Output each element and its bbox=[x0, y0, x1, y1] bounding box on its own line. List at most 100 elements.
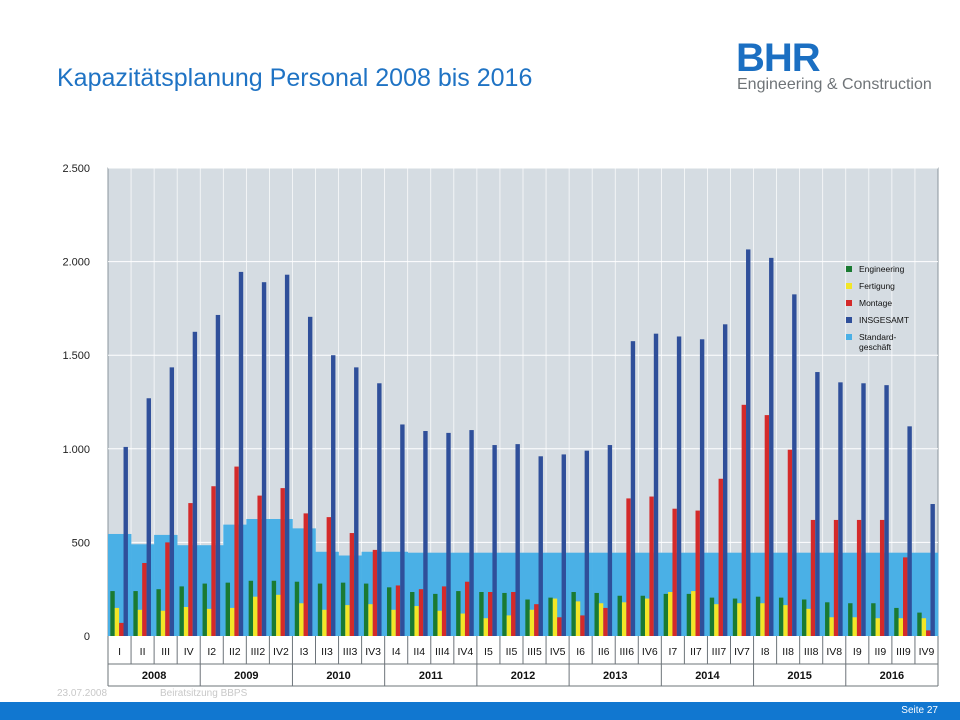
x-tick-label: III7 bbox=[712, 646, 727, 658]
bar-fertigung bbox=[506, 615, 512, 636]
logo-wordmark: BHR bbox=[736, 36, 821, 80]
legend-label: Montage bbox=[859, 298, 892, 308]
x-tick-label: IV2 bbox=[273, 646, 289, 658]
bar-fertigung bbox=[483, 618, 489, 636]
bar-fertigung bbox=[598, 603, 604, 636]
bar-insgesamt bbox=[215, 314, 221, 636]
bar-montage bbox=[326, 517, 332, 636]
bar-insgesamt bbox=[284, 274, 290, 636]
bar-montage bbox=[349, 533, 355, 636]
bar-fertigung bbox=[276, 594, 281, 636]
bar-insgesamt bbox=[930, 504, 935, 636]
bar-fertigung bbox=[137, 609, 143, 636]
x-tick-label: III4 bbox=[435, 646, 450, 658]
bar-engineering bbox=[202, 583, 207, 636]
x-tick-label: II5 bbox=[506, 646, 518, 658]
y-tick-label: 2.000 bbox=[62, 257, 90, 269]
bar-fertigung bbox=[299, 603, 304, 636]
bar-engineering bbox=[594, 592, 599, 636]
footer-date: 23.07.2008 bbox=[57, 688, 108, 699]
x-tick-label: I2 bbox=[207, 646, 216, 658]
x-tick-label: IV8 bbox=[826, 646, 842, 658]
x-tick-label: I3 bbox=[300, 646, 309, 658]
bar-insgesamt bbox=[238, 271, 244, 636]
legend-label: INSGESAMT bbox=[859, 315, 909, 325]
bar-insgesamt bbox=[676, 336, 682, 636]
bar-insgesamt bbox=[469, 430, 474, 636]
bar-fertigung bbox=[921, 618, 927, 636]
x-tick-label: I9 bbox=[853, 646, 862, 658]
x-tick-label: III6 bbox=[619, 646, 634, 658]
bar-engineering bbox=[894, 607, 899, 636]
bar-fertigung bbox=[183, 606, 189, 636]
x-tick-label: IV4 bbox=[457, 646, 473, 658]
bar-fertigung bbox=[552, 598, 558, 636]
bar-montage bbox=[810, 519, 816, 636]
x-tick-label: I7 bbox=[668, 646, 677, 658]
bar-montage bbox=[695, 510, 700, 636]
legend-swatch bbox=[846, 283, 852, 289]
year-label: 2009 bbox=[234, 670, 258, 682]
bar-fertigung bbox=[322, 609, 327, 636]
x-tick-label: I4 bbox=[392, 646, 401, 658]
bar-fertigung bbox=[760, 603, 765, 636]
x-tick-label: IV9 bbox=[919, 646, 935, 658]
bar-engineering bbox=[825, 602, 830, 636]
bar-montage bbox=[395, 585, 401, 636]
bar-engineering bbox=[848, 603, 853, 636]
bar-engineering bbox=[133, 591, 138, 636]
bar-montage bbox=[464, 581, 470, 636]
bar-insgesamt bbox=[169, 367, 175, 636]
x-tick-label: I bbox=[118, 646, 121, 658]
x-tick-label: III5 bbox=[527, 646, 542, 658]
y-tick-label: 2.500 bbox=[62, 163, 90, 175]
bar-engineering bbox=[502, 592, 507, 636]
bar-engineering bbox=[386, 587, 392, 636]
legend-label: Engineering bbox=[859, 264, 905, 274]
logo-subtitle: Engineering & Construction bbox=[737, 76, 932, 93]
bar-engineering bbox=[525, 599, 530, 636]
x-tick-label: II2 bbox=[229, 646, 241, 658]
bar-insgesamt bbox=[607, 445, 613, 636]
bar-fertigung bbox=[737, 603, 742, 636]
bar-insgesamt bbox=[630, 341, 636, 636]
bar-insgesamt bbox=[354, 367, 359, 636]
bar-engineering bbox=[917, 612, 922, 636]
bar-insgesamt bbox=[492, 445, 497, 636]
bar-engineering bbox=[663, 593, 669, 636]
bar-insgesamt bbox=[561, 454, 566, 636]
bar-fertigung bbox=[230, 607, 235, 636]
bar-fertigung bbox=[253, 596, 258, 636]
x-tick-label: III bbox=[161, 646, 170, 658]
y-tick-label: 0 bbox=[84, 631, 90, 643]
bar-insgesamt bbox=[884, 385, 889, 636]
x-tick-label: IV bbox=[184, 646, 194, 658]
bar-insgesamt bbox=[815, 372, 820, 636]
bar-insgesamt bbox=[400, 424, 405, 636]
bar-fertigung bbox=[852, 617, 857, 636]
legend-label: Fertigung bbox=[859, 281, 895, 291]
bar-montage bbox=[165, 542, 170, 636]
bar-engineering bbox=[410, 592, 415, 636]
year-label: 2016 bbox=[880, 670, 904, 682]
bar-engineering bbox=[778, 597, 784, 636]
x-tick-label: II8 bbox=[782, 646, 794, 658]
bar-engineering bbox=[755, 596, 761, 636]
bar-engineering bbox=[709, 597, 715, 636]
bar-montage bbox=[441, 586, 447, 636]
bar-montage bbox=[234, 466, 239, 636]
bar-fertigung bbox=[829, 617, 834, 636]
bar-montage bbox=[926, 630, 931, 636]
bar-fertigung bbox=[391, 609, 396, 636]
legend-swatch bbox=[846, 300, 852, 306]
bar-montage bbox=[741, 404, 747, 636]
bar-fertigung bbox=[691, 591, 696, 636]
legend-label: geschäft bbox=[859, 342, 892, 352]
footer-bar: Seite 27 bbox=[0, 702, 960, 720]
bar-engineering bbox=[340, 582, 346, 636]
bar-engineering bbox=[686, 593, 692, 636]
y-tick-label: 1.000 bbox=[62, 444, 90, 456]
bar-montage bbox=[580, 615, 585, 636]
bar-montage bbox=[372, 549, 378, 636]
